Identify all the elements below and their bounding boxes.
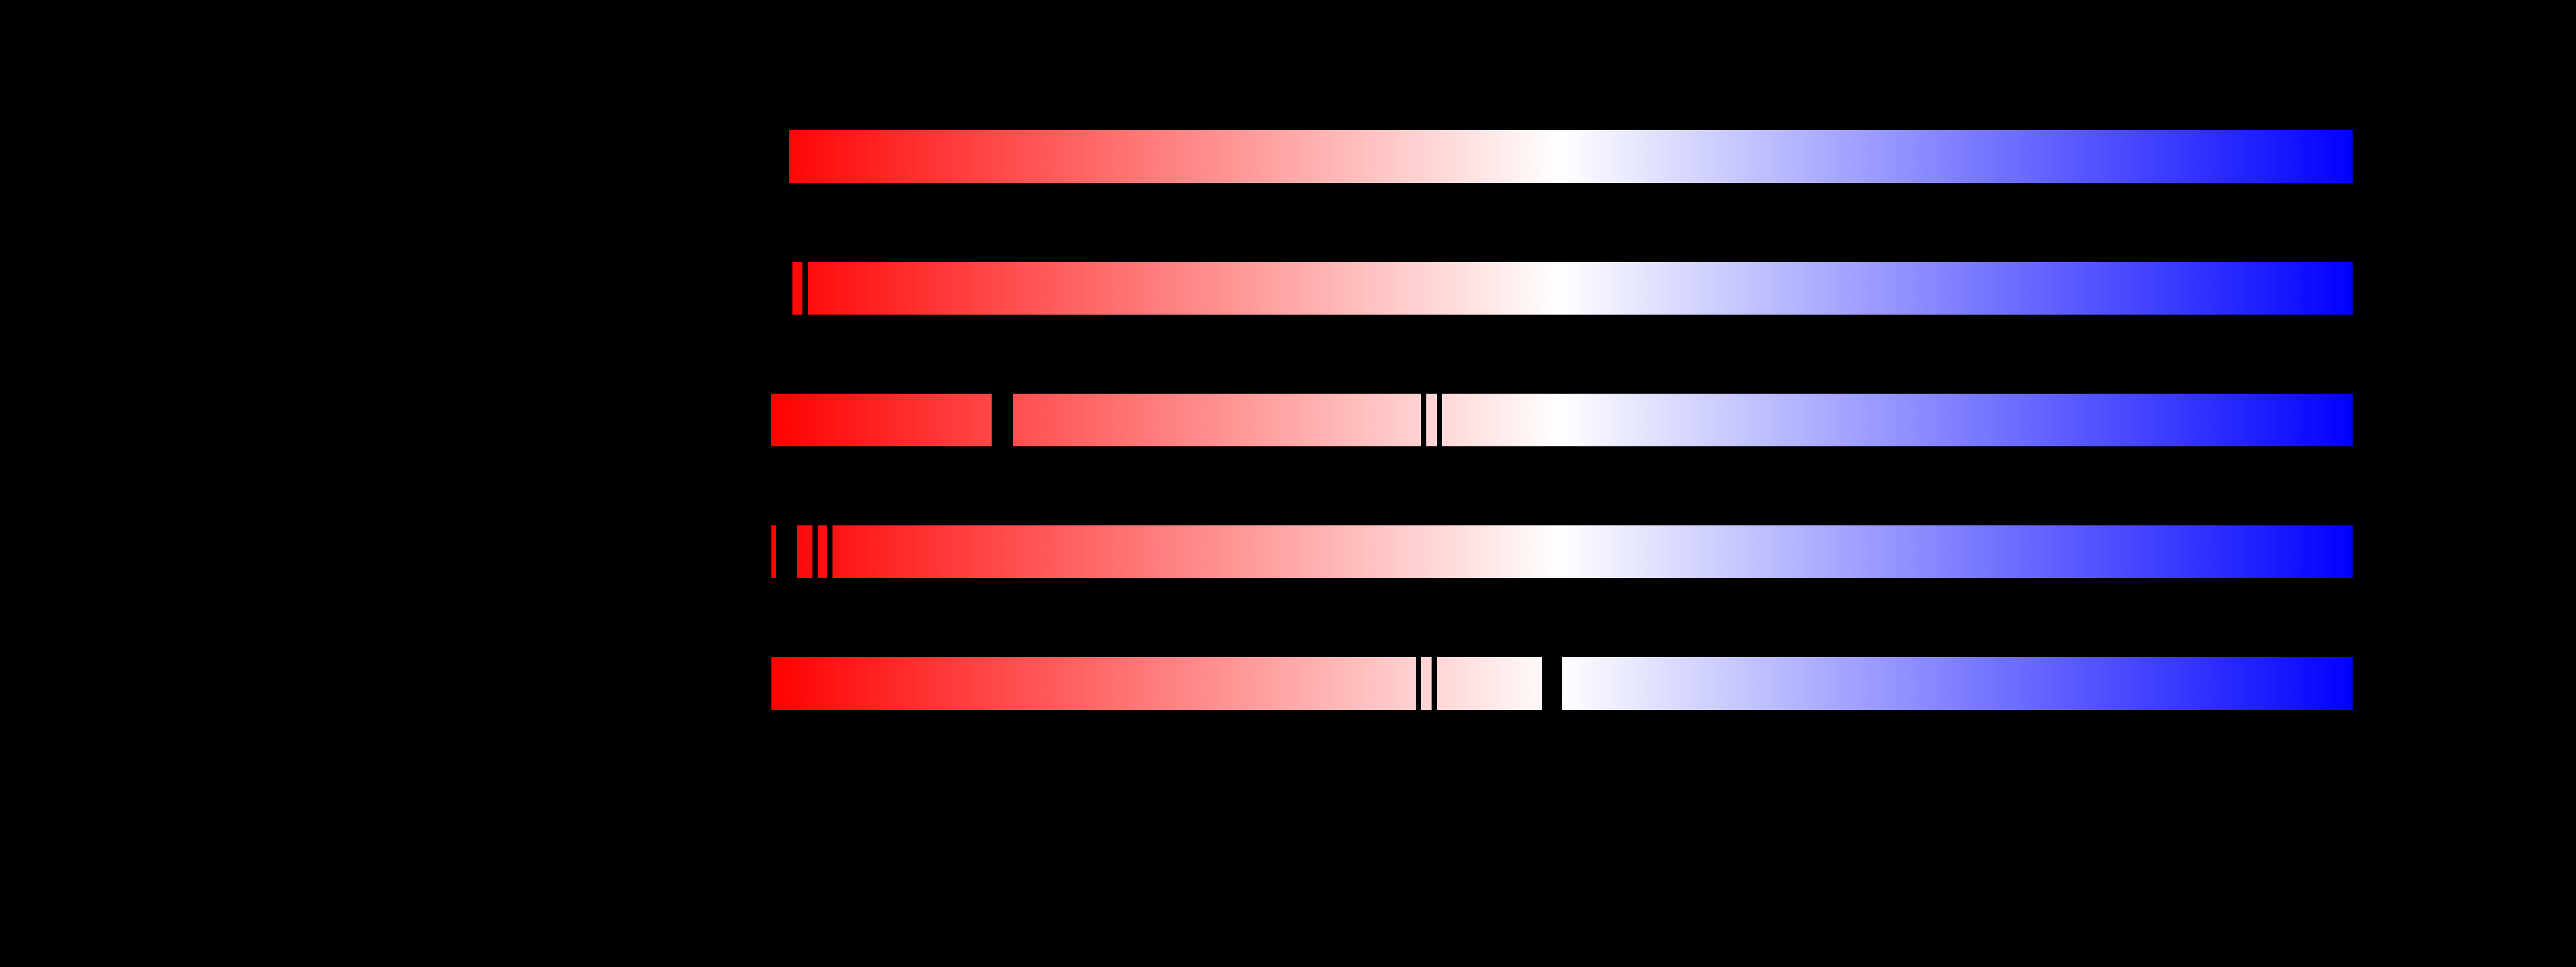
gradient-bar-row-5	[0, 657, 2576, 710]
bar-segment	[789, 130, 2353, 183]
gradient-bar-row-4	[0, 525, 2576, 578]
bar-segment	[771, 525, 776, 578]
bar-segment	[797, 525, 812, 578]
bar-segment	[1562, 657, 2353, 710]
bar-segment	[1437, 657, 1542, 710]
bar-segment	[771, 657, 1416, 710]
bar-segment	[818, 525, 827, 578]
gradient-bar-row-2	[0, 262, 2576, 315]
bar-segment	[1013, 394, 1421, 446]
bar-segment	[832, 525, 2353, 578]
bar-segment	[771, 394, 992, 446]
bar-segment	[792, 262, 802, 315]
bar-segment	[808, 262, 2353, 315]
gradient-bar-row-3	[0, 394, 2576, 446]
bar-segment	[1426, 394, 1437, 446]
gradient-bar-row-1	[0, 130, 2576, 183]
bar-segment	[1421, 657, 1432, 710]
bar-segment	[1442, 394, 2353, 446]
